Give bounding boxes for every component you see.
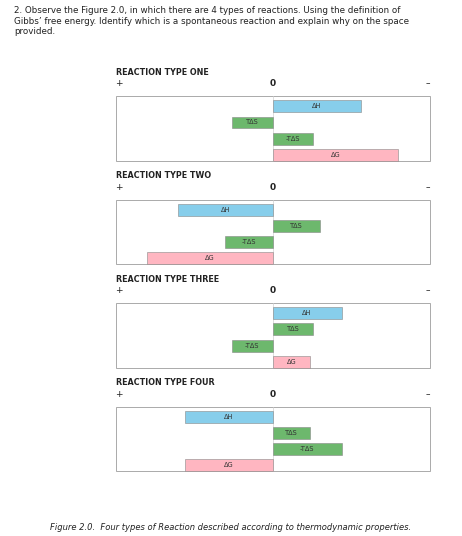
Text: -TΔS: -TΔS	[242, 239, 256, 245]
Text: ΔG: ΔG	[224, 462, 233, 468]
Bar	[225, 236, 273, 248]
Bar	[116, 200, 430, 264]
Text: 0: 0	[269, 390, 276, 399]
Text: 0: 0	[269, 79, 276, 88]
Bar	[273, 427, 310, 439]
Bar	[116, 303, 430, 368]
Bar	[273, 356, 310, 368]
Text: ΔG: ΔG	[205, 255, 214, 261]
Text: ΔH: ΔH	[224, 414, 233, 420]
Text: ΔH: ΔH	[221, 207, 230, 213]
Bar	[232, 116, 273, 129]
Text: TΔS: TΔS	[290, 223, 303, 229]
Bar	[147, 252, 273, 264]
Text: -TΔS: -TΔS	[286, 136, 300, 142]
Bar	[116, 96, 430, 161]
Text: 0: 0	[269, 183, 276, 192]
Text: TΔS: TΔS	[286, 326, 299, 332]
Bar	[273, 220, 320, 232]
Text: +: +	[116, 183, 123, 192]
Text: ΔH: ΔH	[303, 310, 312, 316]
Text: +: +	[116, 79, 123, 88]
Text: 2. Observe the Figure 2.0, in which there are 4 types of reactions. Using the de: 2. Observe the Figure 2.0, in which ther…	[14, 6, 409, 36]
Text: +: +	[116, 286, 123, 295]
Text: REACTION TYPE ONE: REACTION TYPE ONE	[116, 68, 208, 77]
Bar	[273, 307, 342, 319]
Text: 0: 0	[269, 286, 276, 295]
Bar	[185, 411, 273, 422]
Text: -TΔS: -TΔS	[245, 343, 259, 348]
Text: –: –	[425, 390, 430, 399]
Text: +: +	[116, 390, 123, 399]
Text: Figure 2.0.  Four types of Reaction described according to thermodynamic propert: Figure 2.0. Four types of Reaction descr…	[50, 523, 412, 532]
Bar	[178, 204, 273, 215]
Bar	[273, 443, 342, 455]
Text: TΔS: TΔS	[285, 430, 298, 436]
Text: ΔG: ΔG	[331, 152, 340, 158]
Bar	[185, 459, 273, 471]
Bar	[273, 100, 360, 112]
Text: –: –	[425, 79, 430, 88]
Bar	[273, 323, 313, 336]
Bar	[116, 407, 430, 471]
Text: REACTION TYPE FOUR: REACTION TYPE FOUR	[116, 378, 214, 387]
Bar	[232, 340, 273, 352]
Bar	[273, 133, 313, 145]
Text: ΔG: ΔG	[286, 359, 296, 364]
Text: ΔH: ΔH	[312, 103, 321, 109]
Bar	[273, 149, 398, 161]
Text: –: –	[425, 183, 430, 192]
Text: -TΔS: -TΔS	[300, 446, 314, 452]
Text: REACTION TYPE THREE: REACTION TYPE THREE	[116, 274, 219, 284]
Text: TΔS: TΔS	[246, 120, 259, 125]
Text: REACTION TYPE TWO: REACTION TYPE TWO	[116, 171, 211, 180]
Text: –: –	[425, 286, 430, 295]
